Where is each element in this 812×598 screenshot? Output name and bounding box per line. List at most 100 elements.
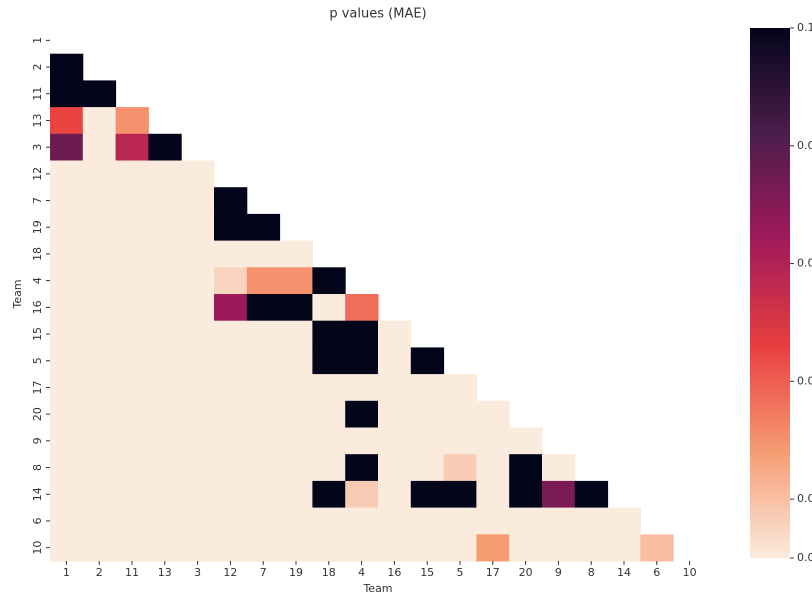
heat-cell <box>312 374 346 402</box>
y-tick-label: 15 <box>31 327 44 341</box>
heat-cell <box>181 347 215 375</box>
heat-cell <box>345 534 379 562</box>
heat-cell <box>115 374 149 402</box>
heat-cell <box>115 454 149 482</box>
heat-cell <box>181 320 215 348</box>
heat-cell <box>509 480 543 509</box>
heat-cell <box>50 507 84 535</box>
heat-cell <box>476 534 510 562</box>
heat-cell <box>410 454 445 482</box>
heat-cell <box>181 507 215 535</box>
heat-cell <box>509 454 543 482</box>
colorbar-tick-label: 0.04 <box>797 374 812 387</box>
heat-cell <box>148 507 182 535</box>
heat-cell <box>50 107 84 135</box>
heat-cell <box>246 213 281 242</box>
heat-cell <box>148 374 182 402</box>
heat-cell <box>345 347 379 375</box>
y-tick-label: 20 <box>31 407 44 421</box>
heat-cell <box>50 133 84 161</box>
heat-cell <box>246 427 281 455</box>
x-tick-label: 20 <box>519 566 533 579</box>
heat-cell <box>640 534 674 562</box>
heat-cell <box>345 374 379 402</box>
x-tick-label: 2 <box>96 566 103 579</box>
heat-cell <box>50 374 84 402</box>
heat-cell <box>312 480 346 509</box>
heat-cell <box>181 374 215 402</box>
x-tick-label: 18 <box>322 566 336 579</box>
heat-cell <box>50 80 84 108</box>
heat-cell <box>50 213 84 242</box>
heat-cell <box>82 213 117 242</box>
heat-cell <box>214 454 248 482</box>
heat-cell <box>82 347 117 375</box>
heat-cell <box>82 534 117 562</box>
heat-cell <box>214 427 248 455</box>
heat-cell <box>115 294 149 322</box>
y-tick-label: 9 <box>31 437 44 444</box>
heat-cell <box>148 347 182 375</box>
heat-cell <box>542 534 576 562</box>
heat-cell <box>607 507 641 535</box>
x-tick-label: 4 <box>358 566 365 579</box>
colorbar-tick-label: 0.10 <box>797 21 812 34</box>
x-tick-label: 6 <box>653 566 660 579</box>
heat-cell <box>115 187 149 215</box>
y-axis-label: Team <box>11 279 24 309</box>
x-tick-label: 7 <box>260 566 267 579</box>
heat-cell <box>148 160 182 188</box>
heat-cell <box>378 480 412 509</box>
y-tick-label: 17 <box>31 380 44 394</box>
y-tick-label: 10 <box>31 541 44 555</box>
heat-cell <box>279 374 313 402</box>
heat-cell <box>181 187 215 215</box>
y-tick-label: 3 <box>31 144 44 151</box>
heat-cell <box>378 374 412 402</box>
heat-cell <box>246 374 281 402</box>
x-tick-label: 8 <box>588 566 595 579</box>
heat-cell <box>214 267 248 295</box>
heat-cell <box>50 347 84 375</box>
heat-cell <box>50 53 84 81</box>
heat-cell <box>378 507 412 535</box>
heat-cell <box>345 320 379 348</box>
heat-cell <box>246 507 281 535</box>
heat-cell <box>312 267 346 295</box>
heat-cell <box>115 213 149 242</box>
heat-cell <box>82 454 117 482</box>
x-tick-label: 1 <box>63 566 70 579</box>
x-tick-label: 10 <box>683 566 697 579</box>
heat-cell <box>443 400 477 428</box>
heat-cell <box>345 400 379 428</box>
heat-cell <box>82 80 117 108</box>
heat-cell <box>181 400 215 428</box>
heat-cell <box>279 294 313 322</box>
heat-cell <box>246 267 281 295</box>
heat-cell <box>542 507 576 535</box>
heat-cell <box>50 294 84 322</box>
heat-cell <box>214 213 248 242</box>
heat-cell <box>279 347 313 375</box>
heat-cell <box>443 507 477 535</box>
heat-cell <box>312 347 346 375</box>
heat-cell <box>181 240 215 268</box>
heat-cell <box>378 347 412 375</box>
heat-cell <box>214 294 248 322</box>
heat-cell <box>312 427 346 455</box>
heat-cell <box>443 480 477 509</box>
colorbar <box>750 28 790 558</box>
heat-cell <box>115 480 149 509</box>
y-tick-label: 11 <box>31 87 44 101</box>
heat-cell <box>148 267 182 295</box>
heat-cell <box>410 534 445 562</box>
y-tick-label: 19 <box>31 220 44 234</box>
heat-cell <box>476 507 510 535</box>
heat-cell <box>345 480 379 509</box>
heat-cell <box>82 294 117 322</box>
heat-cell <box>509 507 543 535</box>
heat-cell <box>148 213 182 242</box>
heat-cell <box>148 133 182 161</box>
heat-cell <box>312 400 346 428</box>
heat-cell <box>82 160 117 188</box>
